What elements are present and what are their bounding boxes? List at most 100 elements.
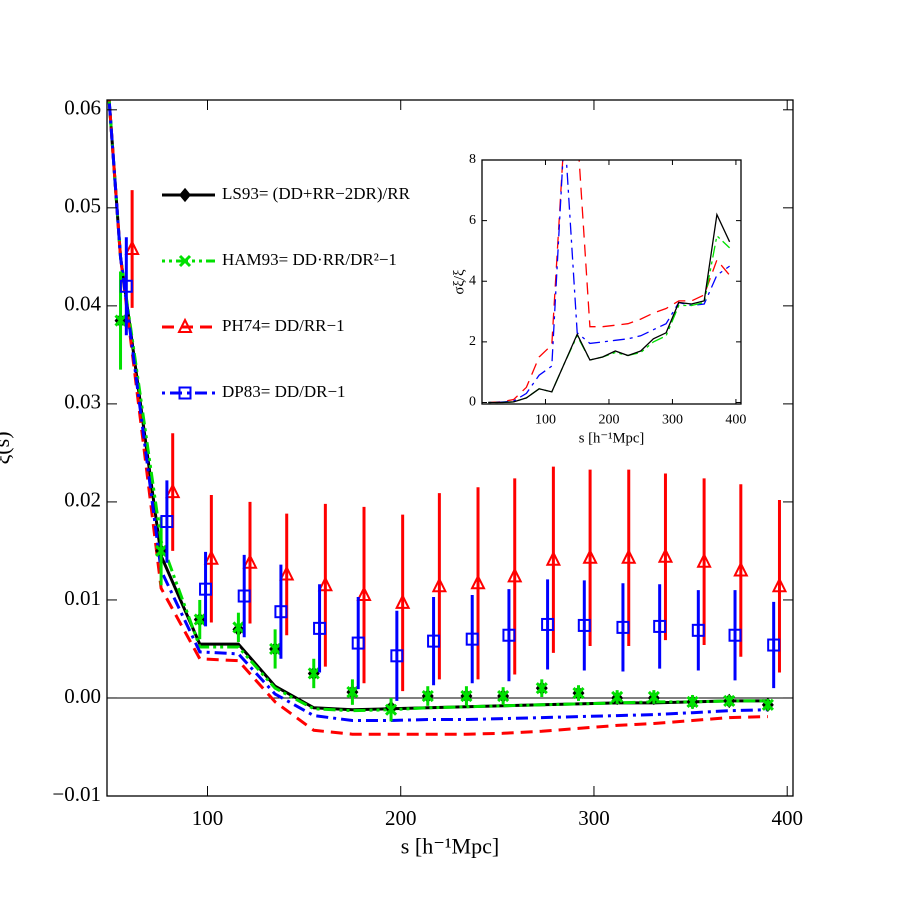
point: [647, 690, 660, 704]
point: [696, 552, 712, 568]
point: [686, 695, 699, 708]
point: [385, 703, 398, 716]
point: [390, 649, 404, 663]
legend-marker: [178, 386, 192, 400]
x-axis-label: s [h⁻¹Mpc]: [579, 430, 645, 446]
point: [346, 686, 359, 699]
point: [269, 642, 282, 656]
plot-frame: [106, 99, 794, 797]
point: [465, 632, 479, 646]
point: [733, 561, 749, 577]
point: [502, 628, 516, 642]
point: [723, 694, 736, 707]
point: [507, 567, 523, 583]
point: [155, 544, 168, 557]
legend-marker-shape: [178, 386, 192, 400]
point: [497, 689, 510, 703]
y-tick-label: 8: [469, 152, 476, 167]
point: [572, 687, 585, 700]
point: [114, 314, 127, 327]
point: [203, 549, 219, 565]
y-axis-label: ξ(s): [0, 431, 14, 464]
point: [313, 621, 327, 635]
y-tick-label: −0.01: [52, 782, 101, 806]
plot-clip: [107, 100, 793, 736]
legend-marker: [178, 254, 192, 268]
point: [160, 515, 174, 529]
y-axis-label: σξ/ξ: [451, 269, 467, 295]
x-tick-label: 100: [535, 412, 556, 427]
legend-marker-shape: [179, 187, 191, 203]
curve: [107, 100, 768, 722]
point: [237, 589, 251, 603]
y-tick-label: 0.03: [64, 390, 101, 414]
y-tick-label: 6: [469, 213, 476, 228]
point: [307, 667, 320, 680]
y-tick-label: 0.02: [64, 488, 101, 512]
point: [470, 574, 486, 590]
x-axis-label: s [h⁻¹Mpc]: [401, 834, 499, 859]
curve: [488, 212, 731, 404]
point: [728, 628, 742, 642]
x-tick-label: 400: [771, 806, 803, 830]
y-tick-label: 4: [469, 273, 476, 288]
curve: [488, 160, 731, 404]
y-tick-label: 0.06: [64, 96, 101, 120]
legend-marker: [179, 187, 191, 203]
point: [274, 605, 288, 619]
point: [351, 636, 365, 650]
y-tick-label: 0.05: [64, 194, 101, 218]
point: [582, 548, 598, 564]
legend-marker: [177, 317, 193, 333]
point: [242, 553, 258, 569]
legend-label: HAM93= DD·RR/DR²−1: [222, 250, 397, 269]
x-tick-label: 300: [578, 806, 610, 830]
x-tick-label: 400: [725, 412, 746, 427]
legend-marker-shape: [178, 254, 192, 268]
point: [356, 585, 372, 602]
point: [616, 620, 630, 634]
legend-label: PH74= DD/RR−1: [222, 316, 345, 335]
point: [193, 613, 206, 626]
x-tick-label: 100: [192, 806, 224, 830]
curve: [488, 160, 730, 404]
point: [279, 565, 295, 581]
x-tick-label: 300: [662, 412, 683, 427]
point: [541, 617, 555, 631]
point: [657, 547, 674, 563]
point: [427, 634, 441, 648]
x-tick-label: 200: [598, 412, 619, 427]
y-tick-label: 2: [469, 334, 476, 349]
point: [611, 690, 624, 704]
point: [124, 239, 140, 256]
legend-label: DP83= DD/DR−1: [222, 382, 346, 401]
point: [460, 689, 473, 703]
curve: [107, 100, 768, 736]
point: [767, 638, 781, 652]
point: [577, 618, 591, 632]
plot-clip: [488, 160, 731, 404]
point: [421, 689, 434, 703]
point: [199, 582, 213, 596]
y-tick-label: 0.01: [64, 586, 101, 610]
y-tick-label: 0.04: [64, 292, 101, 316]
point: [232, 621, 245, 634]
point: [395, 593, 411, 609]
legend-marker-shape: [177, 317, 193, 333]
y-tick-label: 0: [469, 395, 476, 410]
x-tick-label: 200: [385, 806, 417, 830]
point: [621, 548, 637, 564]
point: [165, 482, 181, 499]
point: [431, 576, 447, 593]
y-tick-label: 0.00: [64, 684, 101, 708]
point: [761, 698, 774, 711]
point: [691, 623, 705, 637]
point: [771, 576, 788, 593]
point: [545, 550, 562, 566]
plot-area: [482, 160, 741, 404]
plot-frame: [481, 159, 742, 405]
point: [535, 682, 548, 695]
legend-label: LS93= (DD+RR−2DR)/RR: [222, 184, 411, 203]
point: [119, 279, 133, 293]
